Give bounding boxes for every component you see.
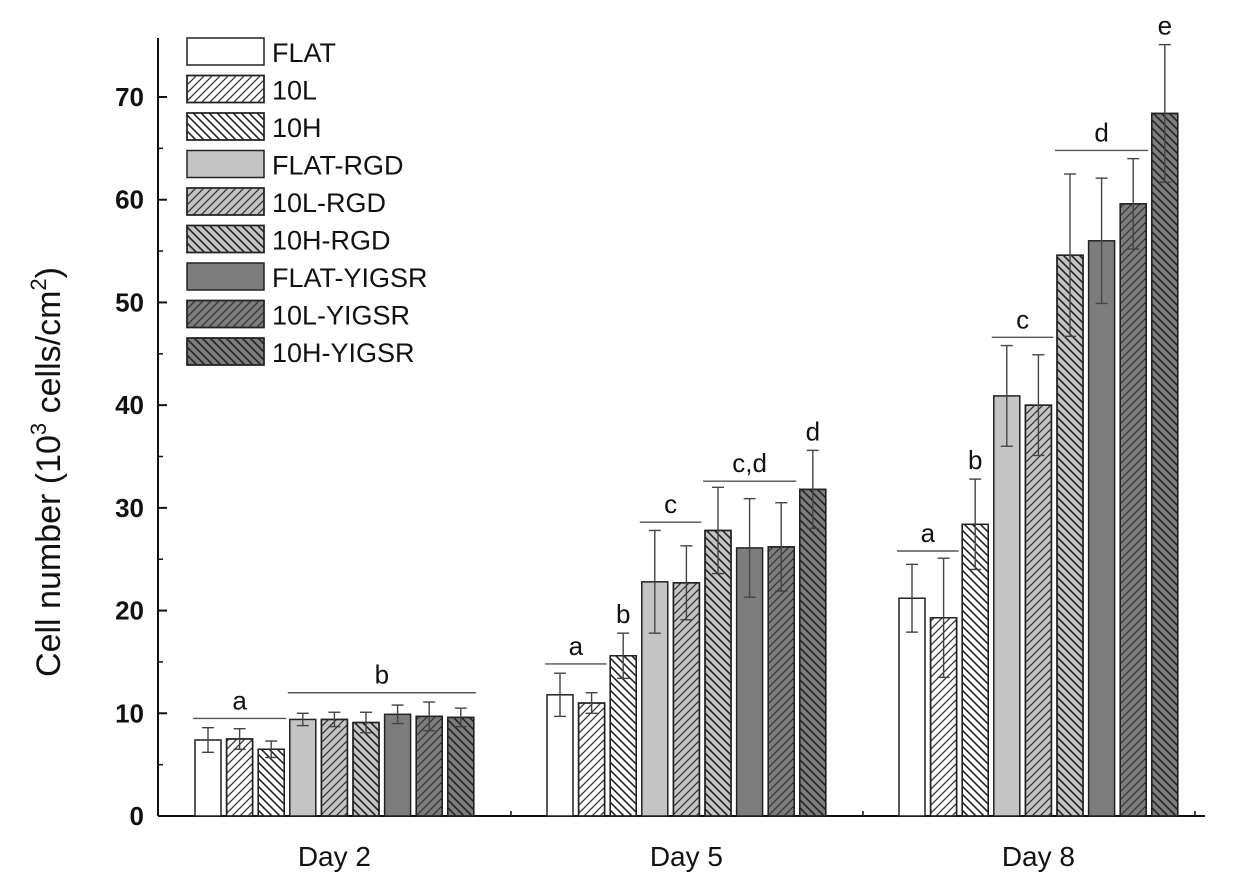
legend-label: 10L-YIGSR [272,301,410,331]
x-category-label: Day 5 [650,841,723,872]
legend-label: FLAT-YIGSR [272,263,428,293]
bar [993,395,1021,817]
bar [289,718,317,817]
bar-hatch [320,718,349,817]
bar-hatch [415,715,443,817]
bar-hatch [799,488,827,817]
bar-hatch [609,655,637,817]
bar [1087,240,1116,817]
bar-hatch [1056,254,1084,817]
legend-swatch-hatch [186,224,265,254]
significance-layer: a b a b c c,d d a b c d e [193,11,1172,720]
legend-swatch-hatch [186,74,265,104]
bar-hatch [961,523,989,817]
significance-label: a [569,631,584,661]
significance-label: b [375,660,389,690]
significance-label: d [1094,117,1108,147]
bar-hatch [1024,404,1053,817]
significance-label: d [806,416,820,446]
bars-layer [194,112,1179,817]
y-tick-label: 10 [115,698,144,728]
legend-swatch [186,149,265,179]
legend-swatch-hatch [186,299,265,329]
significance-label: a [232,685,247,715]
legend-label: 10H [272,113,322,143]
legend-label: 10L [272,76,317,106]
bar-hatch [577,702,606,817]
bar-hatch [672,582,701,817]
legend-swatch-hatch [186,187,265,216]
legend-label: 10L-RGD [272,188,386,218]
y-axis-label: Cell number (103 cells/cm2) [26,267,68,677]
y-tick-label: 50 [115,287,144,317]
significance-label: c [1016,304,1029,334]
legend: FLAT 10L 10H FLAT-RGD 10L-RGD 10H-RGD FLAT-YIG… [186,37,428,368]
y-tick-label: 20 [115,596,144,626]
x-category-label: Day 2 [298,841,371,872]
legend-swatch [186,262,265,291]
legend-label: FLAT-RGD [272,151,404,181]
y-tick-label: 70 [115,82,144,112]
bar-hatch [225,738,254,817]
axes: 0 10 20 30 40 50 60 70 Day 2 Day 5 Day 8 [115,38,1205,872]
legend-swatch-hatch [186,337,265,366]
bar-hatch [1151,112,1179,817]
bar-hatch [447,716,475,817]
bar-hatch [1119,203,1147,817]
y-tick-label: 0 [130,801,144,831]
significance-label: a [921,518,936,548]
x-category-label: Day 8 [1002,841,1075,872]
legend-swatch [186,37,265,66]
significance-label: b [968,445,982,475]
bar-hatch [352,721,380,817]
y-tick-label: 60 [115,185,144,215]
bar-hatch [257,748,285,817]
significance-label: c,d [732,448,767,478]
y-tick-label: 30 [115,493,144,523]
legend-label: FLAT [272,38,336,68]
legend-label: 10H-RGD [272,226,391,256]
y-tick-label: 40 [115,390,144,420]
significance-label: c [664,489,677,519]
significance-label: b [616,599,630,629]
legend-label: 10H-YIGSR [272,338,415,368]
legend-swatch-hatch [186,112,265,141]
error-bars-layer [202,43,1171,759]
bar [383,713,412,817]
significance-label: e [1158,11,1172,41]
